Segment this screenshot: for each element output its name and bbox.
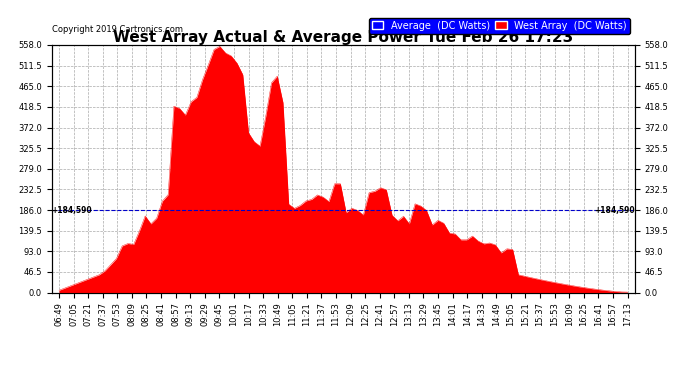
- Title: West Array Actual & Average Power Tue Feb 26 17:23: West Array Actual & Average Power Tue Fe…: [113, 30, 573, 45]
- Text: Copyright 2019 Cartronics.com: Copyright 2019 Cartronics.com: [52, 25, 183, 34]
- Text: +184,590: +184,590: [52, 206, 92, 214]
- Legend: Average  (DC Watts), West Array  (DC Watts): Average (DC Watts), West Array (DC Watts…: [368, 18, 630, 33]
- Text: +184,590: +184,590: [594, 206, 635, 214]
